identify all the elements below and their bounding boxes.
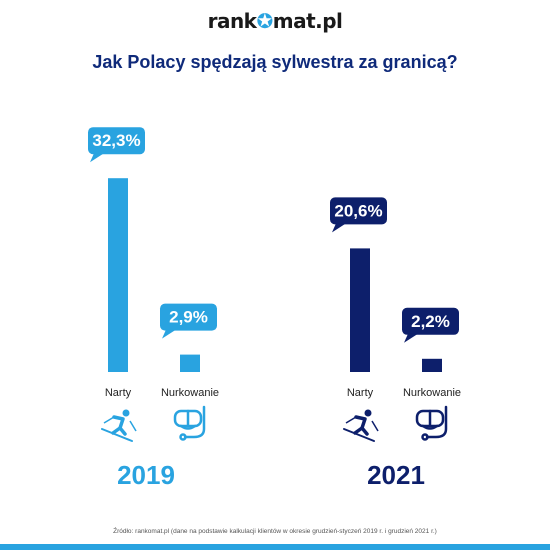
data-label: 2,2%	[411, 312, 450, 331]
year-label: 2021	[367, 460, 425, 490]
brand-logo: rank✪mat.pl	[207, 9, 343, 33]
data-label-bubble: 2,9%	[160, 303, 217, 339]
data-label-bubble: 32,3%	[88, 127, 145, 163]
skier-icon	[343, 409, 379, 442]
diving-mask-icon	[415, 405, 448, 441]
category-label: Nurkowanie	[403, 387, 461, 399]
source-note: Źródło: rankomat.pl (dane na podstawie k…	[113, 528, 437, 535]
skier-icon	[101, 409, 137, 442]
data-label: 32,3%	[92, 131, 140, 150]
bar	[350, 248, 370, 372]
chart-title: Jak Polacy spędzają sylwestra za granicą…	[92, 52, 458, 72]
data-label-bubble: 2,2%	[402, 307, 459, 343]
data-label-bubble: 20,6%	[330, 197, 387, 233]
logo-star-icon: ✪	[256, 9, 273, 33]
diving-mask-icon	[173, 405, 206, 441]
bar	[422, 358, 442, 372]
bottom-accent-bar	[0, 544, 550, 550]
data-label: 2,9%	[169, 308, 208, 327]
category-label: Narty	[105, 387, 132, 399]
category-label: Narty	[347, 387, 374, 399]
category-label: Nurkowanie	[161, 387, 219, 399]
year-label: 2019	[117, 460, 175, 490]
bar	[108, 178, 128, 372]
bar	[180, 354, 200, 372]
data-label: 20,6%	[334, 201, 382, 220]
